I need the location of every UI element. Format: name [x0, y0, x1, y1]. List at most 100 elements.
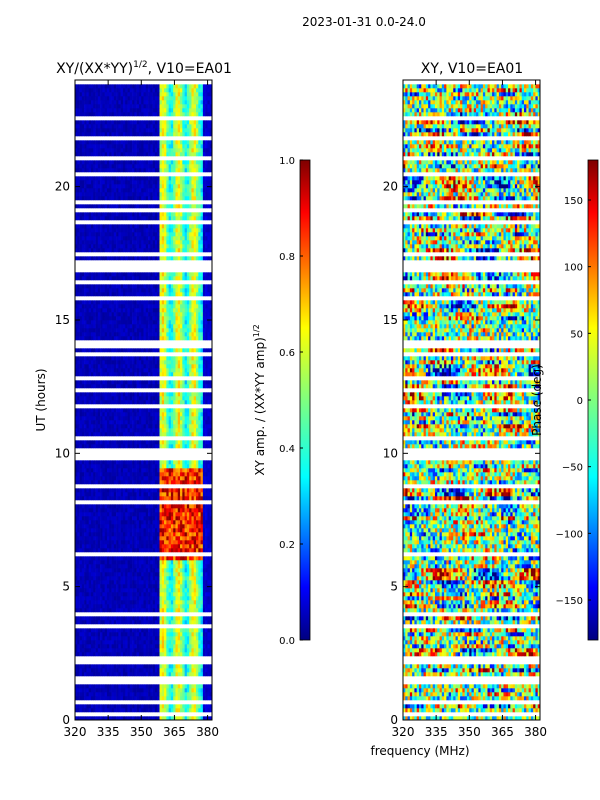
amp-heatmap-cell — [104, 544, 108, 549]
amp-heatmap-cell — [134, 676, 137, 681]
amp-heatmap-cell — [193, 692, 197, 697]
amp-heatmap-cell — [159, 664, 163, 669]
amp-heatmap-cell — [164, 472, 167, 477]
amp-heatmap-cell — [116, 680, 119, 685]
amp-heatmap-cell — [102, 684, 105, 689]
amp-heatmap-cell — [111, 696, 115, 701]
amp-heatmap-cell — [186, 468, 190, 473]
amp-heatmap-cell — [143, 664, 147, 669]
amp-heatmap-cell — [150, 504, 153, 509]
amp-heatmap-cell — [104, 488, 108, 493]
amp-heatmap-cell — [125, 488, 128, 493]
amp-heatmap-cell — [125, 628, 128, 633]
amp-heatmap-cell — [161, 396, 165, 401]
amp-heatmap-cell — [138, 496, 142, 501]
amp-heatmap-cell — [127, 520, 131, 525]
amp-heatmap-cell — [152, 520, 156, 525]
amp-heatmap-cell — [127, 576, 131, 581]
amp-heatmap-cell — [189, 496, 192, 501]
amp-heatmap-cell — [113, 560, 117, 565]
amp-heatmap-cell — [141, 668, 144, 673]
amp-heatmap-cell — [164, 580, 167, 585]
amp-heatmap-cell — [136, 632, 140, 637]
amp-heatmap-cell — [141, 520, 144, 525]
amp-heatmap-cell — [111, 616, 115, 621]
amp-heatmap-cell — [97, 456, 101, 461]
amp-heatmap-cell — [180, 516, 183, 521]
amp-heatmap-cell — [118, 640, 121, 645]
amp-heatmap-cell — [111, 500, 115, 505]
amp-heatmap-cell — [154, 660, 158, 665]
amp-heatmap-cell — [175, 468, 179, 473]
amp-heatmap-cell — [79, 544, 83, 549]
amp-heatmap-cell — [75, 528, 78, 533]
amp-heatmap-cell — [141, 416, 144, 421]
amp-heatmap-cell — [157, 424, 160, 429]
amp-heatmap-cell — [118, 408, 121, 413]
amp-heatmap-cell — [152, 456, 156, 461]
amp-heatmap-cell — [202, 440, 206, 445]
amp-heatmap-cell — [90, 452, 94, 457]
amp-heatmap-cell — [141, 716, 144, 720]
amp-heatmap-cell — [145, 652, 149, 657]
amp-heatmap-cell — [157, 396, 160, 401]
amp-heatmap-cell — [111, 620, 115, 625]
amp-heatmap-cell — [200, 428, 204, 433]
amp-heatmap-cell — [84, 396, 87, 401]
amp-heatmap-cell — [159, 456, 163, 461]
amp-heatmap-cell — [129, 412, 133, 417]
amp-heatmap-cell — [154, 536, 158, 541]
amp-heatmap-cell — [104, 708, 108, 713]
amp-heatmap-cell — [200, 572, 204, 577]
amp-heatmap-cell — [113, 540, 117, 545]
amp-heatmap-cell — [75, 412, 78, 417]
amp-heatmap-cell — [79, 484, 83, 489]
amp-heatmap-cell — [182, 524, 185, 529]
amp-heatmap-cell — [138, 688, 142, 693]
amp-heatmap-cell — [97, 564, 101, 569]
amp-heatmap-cell — [75, 628, 78, 633]
amp-heatmap-cell — [88, 548, 92, 553]
amp-heatmap-cell — [138, 448, 142, 453]
amp-heatmap-cell — [175, 600, 179, 605]
amp-heatmap-cell — [127, 580, 131, 585]
amp-heatmap-cell — [93, 640, 96, 645]
amp-heatmap-cell — [138, 612, 142, 617]
amp-heatmap-cell — [81, 692, 85, 697]
amp-heatmap-cell — [148, 588, 151, 593]
amp-heatmap-cell — [102, 472, 105, 477]
amp-heatmap-cell — [166, 448, 169, 453]
amp-heatmap-cell — [173, 580, 176, 585]
amp-heatmap-cell — [118, 472, 121, 477]
amp-heatmap-cell — [93, 432, 96, 437]
amp-heatmap-cell — [122, 556, 126, 561]
amp-heatmap-cell — [113, 648, 117, 653]
amp-heatmap-cell — [84, 436, 87, 441]
amp-heatmap-cell — [168, 688, 172, 693]
amp-heatmap-cell — [84, 688, 87, 693]
amp-heatmap-cell — [207, 412, 211, 417]
amp-heatmap-cell — [120, 476, 124, 481]
amp-heatmap-cell — [186, 500, 190, 505]
amp-heatmap-cell — [125, 536, 128, 541]
amp-heatmap-cell — [202, 456, 206, 461]
amp-heatmap-cell — [161, 700, 165, 705]
amp-heatmap-cell — [77, 492, 80, 497]
amp-heatmap-cell — [143, 624, 147, 629]
amp-heatmap-cell — [88, 468, 92, 473]
amp-heatmap-cell — [93, 512, 96, 517]
amp-heatmap-cell — [159, 668, 163, 673]
amp-heatmap-cell — [122, 632, 126, 637]
amp-heatmap-cell — [141, 592, 144, 597]
amp-heatmap-cell — [168, 420, 172, 425]
amp-heatmap-cell — [118, 468, 121, 473]
amp-heatmap-cell — [109, 612, 112, 617]
amp-heatmap-cell — [138, 460, 142, 465]
amp-heatmap-cell — [145, 396, 149, 401]
amp-heatmap-cell — [154, 652, 158, 657]
amp-heatmap-cell — [81, 436, 85, 441]
amp-heatmap-cell — [161, 556, 165, 561]
amp-heatmap-cell — [152, 692, 156, 697]
amp-heatmap-cell — [109, 660, 112, 665]
amp-heatmap-cell — [157, 568, 160, 573]
